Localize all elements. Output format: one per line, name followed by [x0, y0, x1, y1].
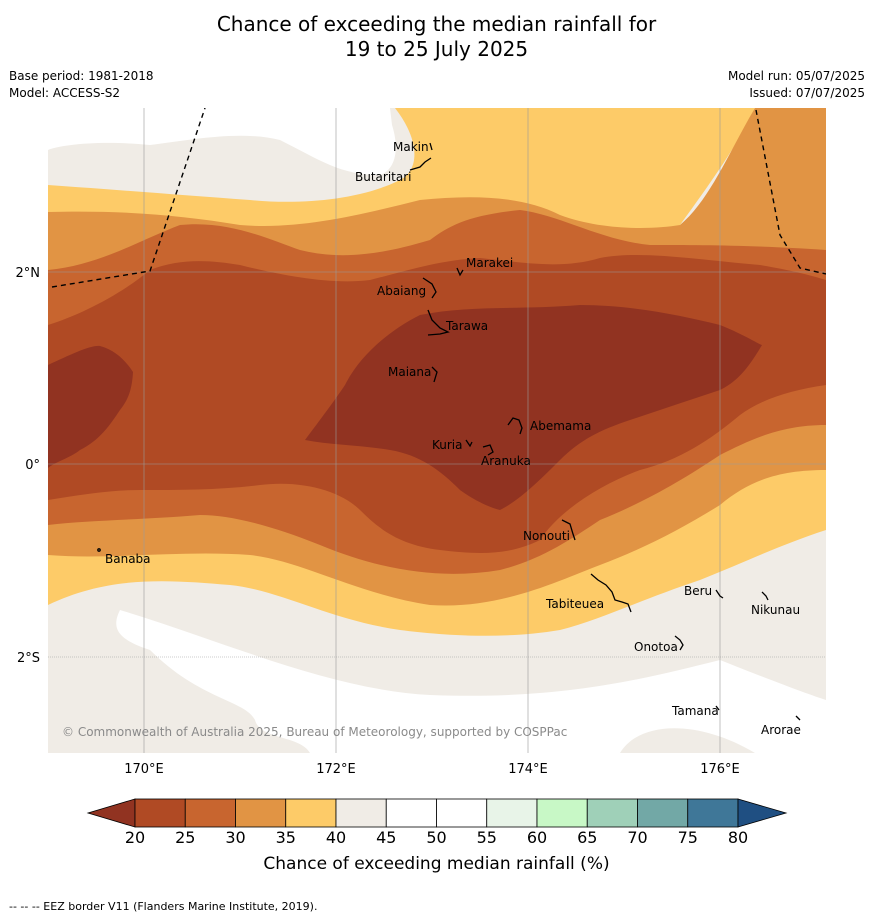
band-below-20-central: [305, 305, 762, 510]
eez-border: [51, 108, 826, 288]
label-tamana: Tamana: [671, 704, 719, 718]
islands: [97, 142, 801, 721]
label-nikunau: Nikunau: [751, 603, 800, 617]
place-labels: Makin Butaritari Marakei Abaiang Tarawa …: [105, 140, 801, 737]
lon-labels: 170°E 172°E 174°E 176°E: [124, 762, 740, 777]
title-line-2: 19 to 25 July 2025: [344, 37, 529, 61]
label-beru: Beru: [684, 584, 712, 598]
colorbar: [86, 798, 788, 828]
colorbar-tick-label: 40: [325, 828, 347, 847]
label-maiana: Maiana: [388, 365, 431, 379]
colorbar-tick-label: 25: [175, 828, 196, 847]
label-tarawa: Tarawa: [445, 319, 488, 333]
map-title: Chance of exceeding the median rainfall …: [0, 12, 873, 62]
eez-footnote: -- -- -- EEZ border V11 (Flanders Marine…: [9, 900, 318, 913]
colorbar-segment: [536, 798, 588, 828]
lon-label-170e: 170°E: [124, 762, 164, 777]
band-45-55-south: [116, 610, 826, 753]
colorbar-tick-label: 20: [124, 828, 146, 847]
model-name: Model: ACCESS-S2: [9, 86, 121, 100]
colorbar-low-extension: [86, 798, 136, 828]
label-marakei: Marakei: [466, 256, 513, 270]
copyright-notice: © Commonwealth of Australia 2025, Bureau…: [62, 725, 567, 739]
colorbar-high-extension: [737, 798, 788, 828]
band-below-20-west: [48, 345, 133, 468]
issued-date: Issued: 07/07/2025: [749, 86, 865, 100]
colorbar-tick-label: 35: [275, 828, 296, 847]
colorbar-tick-label: 55: [476, 828, 497, 847]
lon-label-176e: 176°E: [700, 762, 740, 777]
colorbar-segment: [134, 798, 186, 828]
colorbar-tick-label: 70: [627, 828, 648, 847]
base-period: Base period: 1981-2018: [9, 69, 154, 83]
colorbar-segment: [637, 798, 689, 828]
model-run: Model run: 05/07/2025: [727, 69, 865, 83]
colorbar-tick-label: 60: [526, 828, 548, 847]
lat-label-0: 0°: [25, 458, 40, 473]
colorbar-tick-label: 45: [376, 828, 397, 847]
colorbar-tick-label: 50: [426, 828, 447, 847]
colorbar-segment: [385, 798, 437, 828]
label-butaritari: Butaritari: [355, 170, 412, 184]
lon-label-172e: 172°E: [316, 762, 356, 777]
meta-left: Base period: 1981-2018 Model: ACCESS-S2: [9, 68, 154, 102]
label-tabiteuea: Tabiteuea: [545, 597, 604, 611]
label-nonouti: Nonouti: [523, 529, 570, 543]
title-line-1: Chance of exceeding the median rainfall …: [216, 12, 657, 36]
band-45-55-top: [48, 108, 396, 175]
colorbar-title: Chance of exceeding median rainfall (%): [263, 854, 610, 874]
colorbar-segment: [184, 798, 236, 828]
colorbar-segment: [486, 798, 538, 828]
graticule: [48, 108, 826, 753]
label-banaba: Banaba: [105, 552, 151, 566]
colorbar-segment: [687, 798, 739, 828]
lat-label-2n: 2°N: [16, 266, 41, 281]
lat-labels: 2°N 0° 2°S: [16, 266, 41, 666]
colorbar-segment: [586, 798, 638, 828]
lat-label-2s: 2°S: [17, 651, 40, 666]
label-arorae: Arorae: [761, 723, 801, 737]
colorbar-segment: [335, 798, 387, 828]
label-onotoa: Onotoa: [634, 640, 678, 654]
colorbar-tick-label: 75: [677, 828, 698, 847]
meta-right: Model run: 05/07/2025 Issued: 07/07/2025: [728, 68, 865, 102]
label-kuria: Kuria: [432, 438, 463, 452]
lon-label-174e: 174°E: [508, 762, 548, 777]
colorbar-tick-label: 80: [727, 828, 749, 847]
label-abaiang: Abaiang: [377, 284, 426, 298]
colorbar-tick-label: 30: [225, 828, 246, 847]
label-abemama: Abemama: [530, 419, 591, 433]
label-makin: Makin: [393, 140, 429, 154]
colorbar-segment: [285, 798, 337, 828]
label-aranuka: Aranuka: [481, 454, 531, 468]
colorbar-tick-label: 65: [577, 828, 598, 847]
colorbar-segment: [235, 798, 287, 828]
map-area: Makin Butaritari Marakei Abaiang Tarawa …: [48, 108, 826, 753]
colorbar-segment: [436, 798, 488, 828]
